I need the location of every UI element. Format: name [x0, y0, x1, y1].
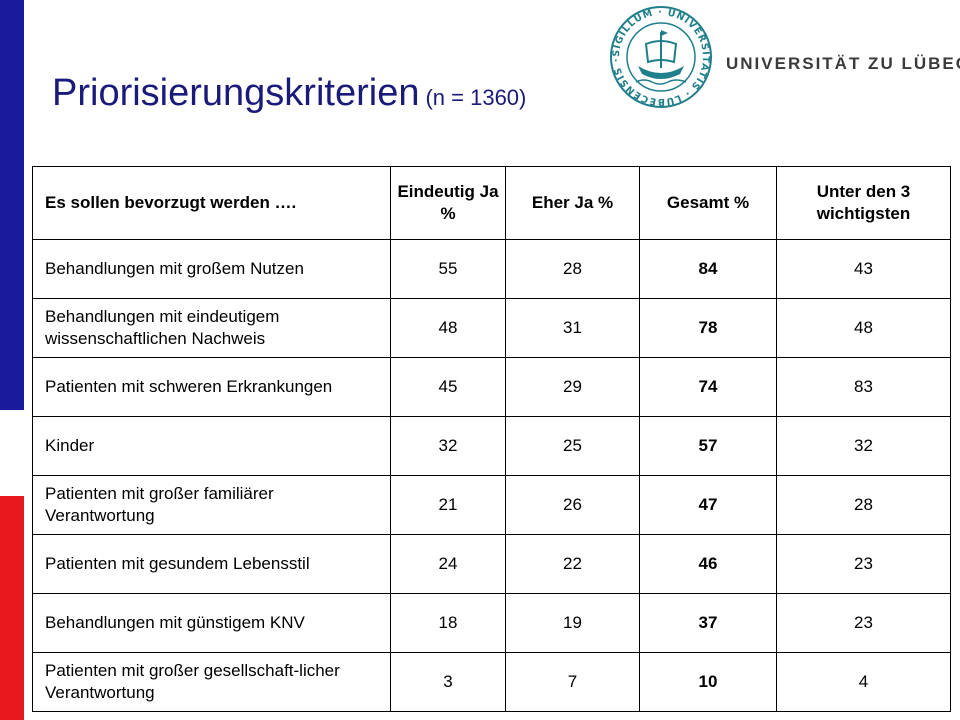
cell-eindeutig: 21 — [390, 475, 506, 535]
cell-top3: 43 — [776, 239, 951, 299]
row-label: Patienten mit schweren Erkrankungen — [32, 357, 391, 417]
table-row: Behandlungen mit günstigem KNV 18 19 37 … — [32, 593, 951, 653]
row-label: Patienten mit gesundem Lebensstil — [32, 534, 391, 594]
cell-eindeutig: 45 — [390, 357, 506, 417]
table-row: Behandlungen mit großem Nutzen 55 28 84 … — [32, 239, 951, 299]
row-label: Behandlungen mit eindeutigem wissenschaf… — [32, 298, 391, 358]
table-row: Patienten mit großer gesellschaft-licher… — [32, 652, 951, 712]
table-header-row: Es sollen bevorzugt werden …. Eindeutig … — [32, 166, 951, 240]
table-row: Patienten mit großer familiärer Verantwo… — [32, 475, 951, 535]
cell-top3: 23 — [776, 593, 951, 653]
slide-title: Priorisierungskriterien (n = 1360) — [52, 72, 526, 115]
slide-subtitle: (n = 1360) — [425, 85, 527, 110]
cell-eindeutig: 48 — [390, 298, 506, 358]
cell-eher: 25 — [505, 416, 640, 476]
cell-gesamt: 74 — [639, 357, 777, 417]
header-criteria: Es sollen bevorzugt werden …. — [32, 166, 391, 240]
header-eindeutig-ja: Eindeutig Ja % — [390, 166, 506, 240]
table-row: Patienten mit schweren Erkrankungen 45 2… — [32, 357, 951, 417]
row-label: Behandlungen mit günstigem KNV — [32, 593, 391, 653]
cell-eindeutig: 24 — [390, 534, 506, 594]
cell-gesamt: 10 — [639, 652, 777, 712]
cell-eher: 22 — [505, 534, 640, 594]
cell-gesamt: 78 — [639, 298, 777, 358]
row-label: Patienten mit großer familiärer Verantwo… — [32, 475, 391, 535]
cell-gesamt: 37 — [639, 593, 777, 653]
left-accent-bar-blue — [0, 0, 24, 410]
cell-top3: 4 — [776, 652, 951, 712]
cell-top3: 48 — [776, 298, 951, 358]
cell-eher: 28 — [505, 239, 640, 299]
cell-eher: 31 — [505, 298, 640, 358]
row-label: Behandlungen mit großem Nutzen — [32, 239, 391, 299]
ship-seal-icon: SIGILLUM · UNIVERSITATIS · LUBECENSIS · — [610, 6, 712, 108]
cell-eher: 7 — [505, 652, 640, 712]
cell-eindeutig: 3 — [390, 652, 506, 712]
header-gesamt: Gesamt % — [639, 166, 777, 240]
cell-top3: 28 — [776, 475, 951, 535]
priorization-table: Es sollen bevorzugt werden …. Eindeutig … — [32, 166, 951, 712]
table-row: Behandlungen mit eindeutigem wissenschaf… — [32, 298, 951, 358]
cell-top3: 83 — [776, 357, 951, 417]
table-row: Patienten mit gesundem Lebensstil 24 22 … — [32, 534, 951, 594]
cell-gesamt: 47 — [639, 475, 777, 535]
header-top3: Unter den 3 wichtigsten — [776, 166, 951, 240]
cell-eher: 26 — [505, 475, 640, 535]
row-label: Patienten mit großer gesellschaft-licher… — [32, 652, 391, 712]
university-name: UNIVERSITÄT ZU LÜBECK — [726, 54, 960, 73]
cell-eindeutig: 32 — [390, 416, 506, 476]
cell-gesamt: 46 — [639, 534, 777, 594]
cell-gesamt: 57 — [639, 416, 777, 476]
cell-top3: 32 — [776, 416, 951, 476]
cell-eindeutig: 18 — [390, 593, 506, 653]
cell-eher: 19 — [505, 593, 640, 653]
cell-top3: 23 — [776, 534, 951, 594]
row-label: Kinder — [32, 416, 391, 476]
header-eher-ja: Eher Ja % — [505, 166, 640, 240]
cell-gesamt: 84 — [639, 239, 777, 299]
cell-eher: 29 — [505, 357, 640, 417]
slide-title-text: Priorisierungskriterien — [52, 72, 420, 114]
cell-eindeutig: 55 — [390, 239, 506, 299]
left-accent-bar-red — [0, 496, 24, 720]
table-row: Kinder 32 25 57 32 — [32, 416, 951, 476]
